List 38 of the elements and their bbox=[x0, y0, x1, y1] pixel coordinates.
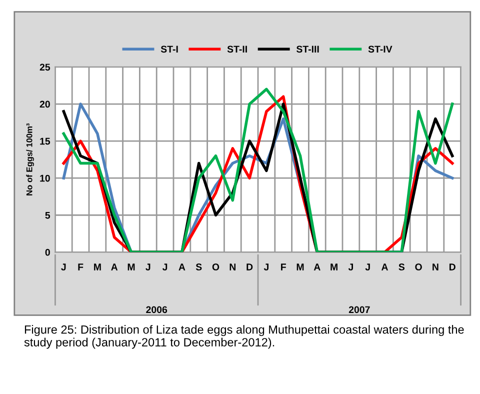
x-tick-label: A bbox=[178, 264, 186, 270]
x-tick-label: N bbox=[432, 264, 438, 270]
x-tick-label: J bbox=[365, 264, 370, 270]
x-tick-label: D bbox=[449, 264, 456, 270]
x-tick-label: F bbox=[281, 264, 286, 270]
x-tick-label: J bbox=[61, 264, 66, 270]
y-tick-label: 15 bbox=[40, 138, 50, 145]
text: 2007 bbox=[348, 306, 370, 314]
x-tick-label: O bbox=[415, 264, 422, 270]
caption: Figure 25: Distribution of Liza tade eggs along Muthupettai coastal waters during the study period (January-2011 to December-2012). bbox=[24, 325, 464, 349]
y-tick-label: 20 bbox=[40, 100, 50, 108]
x-tick-label: J bbox=[162, 264, 168, 270]
legend-label: ST-II bbox=[227, 46, 247, 53]
x-tick-label: M bbox=[330, 264, 338, 270]
x-tick-label: A bbox=[111, 264, 118, 270]
legend-label: ST-I bbox=[160, 46, 178, 53]
x-tick-label: M bbox=[128, 264, 135, 270]
legend-label: ST-III bbox=[296, 46, 319, 53]
text: 2006 bbox=[146, 306, 168, 314]
x-tick-label: A bbox=[314, 264, 320, 270]
x-tick-label: M bbox=[94, 264, 101, 270]
x-tick-label: A bbox=[381, 264, 388, 270]
x-tick-label: J bbox=[264, 264, 268, 270]
y-tick-label: 10 bbox=[40, 174, 50, 182]
legend-label: ST-IV bbox=[368, 46, 392, 53]
y-tick-label: 25 bbox=[40, 64, 50, 71]
x-tick-label: J bbox=[146, 264, 150, 270]
y-tick-label: 5 bbox=[45, 212, 50, 219]
x-tick-label: J bbox=[348, 264, 353, 270]
x-tick-label: S bbox=[196, 264, 202, 270]
x-tick-label: S bbox=[398, 264, 405, 270]
x-tick-label: M bbox=[296, 264, 304, 270]
x-tick-label: N bbox=[230, 264, 236, 270]
x-tick-label: F bbox=[78, 264, 84, 270]
x-tick-label: D bbox=[246, 264, 253, 270]
y-axis-title: No of Eggs/ 100m³ bbox=[26, 123, 34, 196]
y-tick-label: 0 bbox=[45, 248, 50, 256]
x-tick-label: O bbox=[212, 264, 220, 270]
